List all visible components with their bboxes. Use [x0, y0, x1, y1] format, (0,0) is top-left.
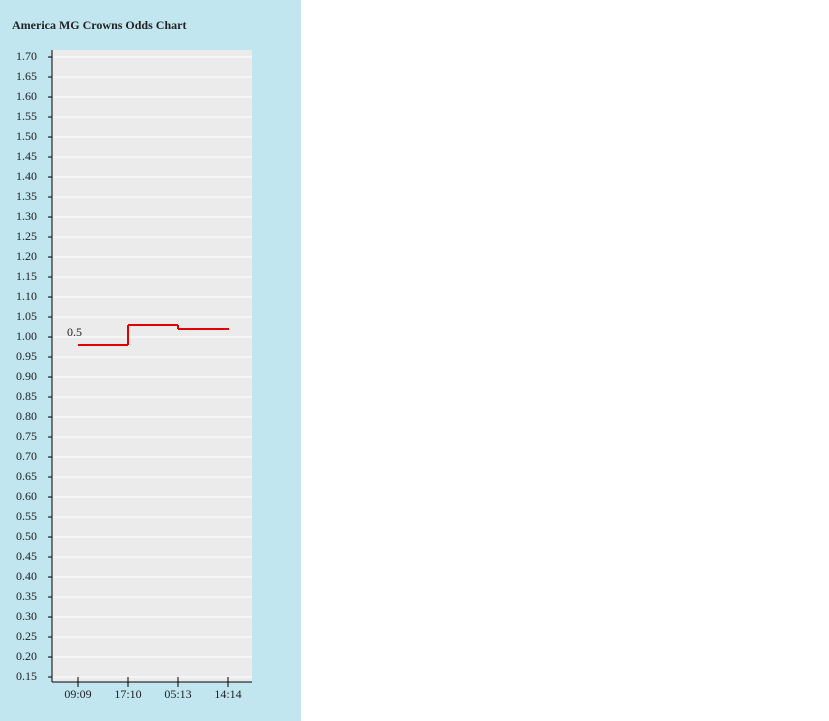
y-tick-label: 1.15: [16, 269, 37, 283]
y-tick-label: 1.70: [16, 49, 37, 63]
y-tick-label: 1.65: [16, 69, 37, 83]
y-tick-label: 1.55: [16, 109, 37, 123]
y-tick-label: 1.60: [16, 89, 37, 103]
x-tick-label: 14:14: [214, 687, 241, 701]
y-tick-label: 0.60: [16, 489, 37, 503]
y-tick-label: 1.45: [16, 149, 37, 163]
y-tick-label: 0.45: [16, 549, 37, 563]
y-tick-label: 0.50: [16, 529, 37, 543]
x-tick-label: 17:10: [114, 687, 141, 701]
y-tick-label: 0.20: [16, 649, 37, 663]
y-tick-label: 0.35: [16, 589, 37, 603]
y-tick-label: 1.25: [16, 229, 37, 243]
y-tick-label: 0.40: [16, 569, 37, 583]
y-tick-label: 1.50: [16, 129, 37, 143]
y-tick-label: 0.30: [16, 609, 37, 623]
plot-area: [52, 50, 252, 682]
y-tick-label: 0.80: [16, 409, 37, 423]
chart-title: America MG Crowns Odds Chart: [12, 18, 186, 32]
y-tick-label: 1.05: [16, 309, 37, 323]
x-tick-label: 09:09: [64, 687, 91, 701]
y-tick-label: 1.20: [16, 249, 37, 263]
y-tick-label: 0.25: [16, 629, 37, 643]
annotation: 0.5: [67, 325, 82, 339]
y-tick-label: 1.00: [16, 329, 37, 343]
y-tick-label: 1.30: [16, 209, 37, 223]
y-tick-label: 0.95: [16, 349, 37, 363]
y-tick-label: 0.65: [16, 469, 37, 483]
y-tick-label: 1.10: [16, 289, 37, 303]
y-tick-label: 0.75: [16, 429, 37, 443]
y-tick-label: 0.85: [16, 389, 37, 403]
y-tick-label: 1.40: [16, 169, 37, 183]
y-tick-label: 0.15: [16, 669, 37, 683]
y-tick-label: 0.55: [16, 509, 37, 523]
x-tick-label: 05:13: [164, 687, 191, 701]
y-tick-label: 0.90: [16, 369, 37, 383]
y-tick-label: 0.70: [16, 449, 37, 463]
y-tick-label: 1.35: [16, 189, 37, 203]
